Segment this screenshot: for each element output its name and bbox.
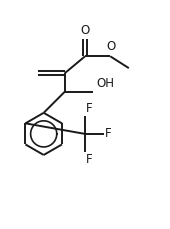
Text: F: F bbox=[105, 127, 112, 140]
Text: O: O bbox=[107, 41, 116, 53]
Text: F: F bbox=[86, 102, 92, 115]
Text: F: F bbox=[86, 153, 92, 166]
Text: O: O bbox=[80, 24, 90, 37]
Text: OH: OH bbox=[96, 76, 114, 90]
